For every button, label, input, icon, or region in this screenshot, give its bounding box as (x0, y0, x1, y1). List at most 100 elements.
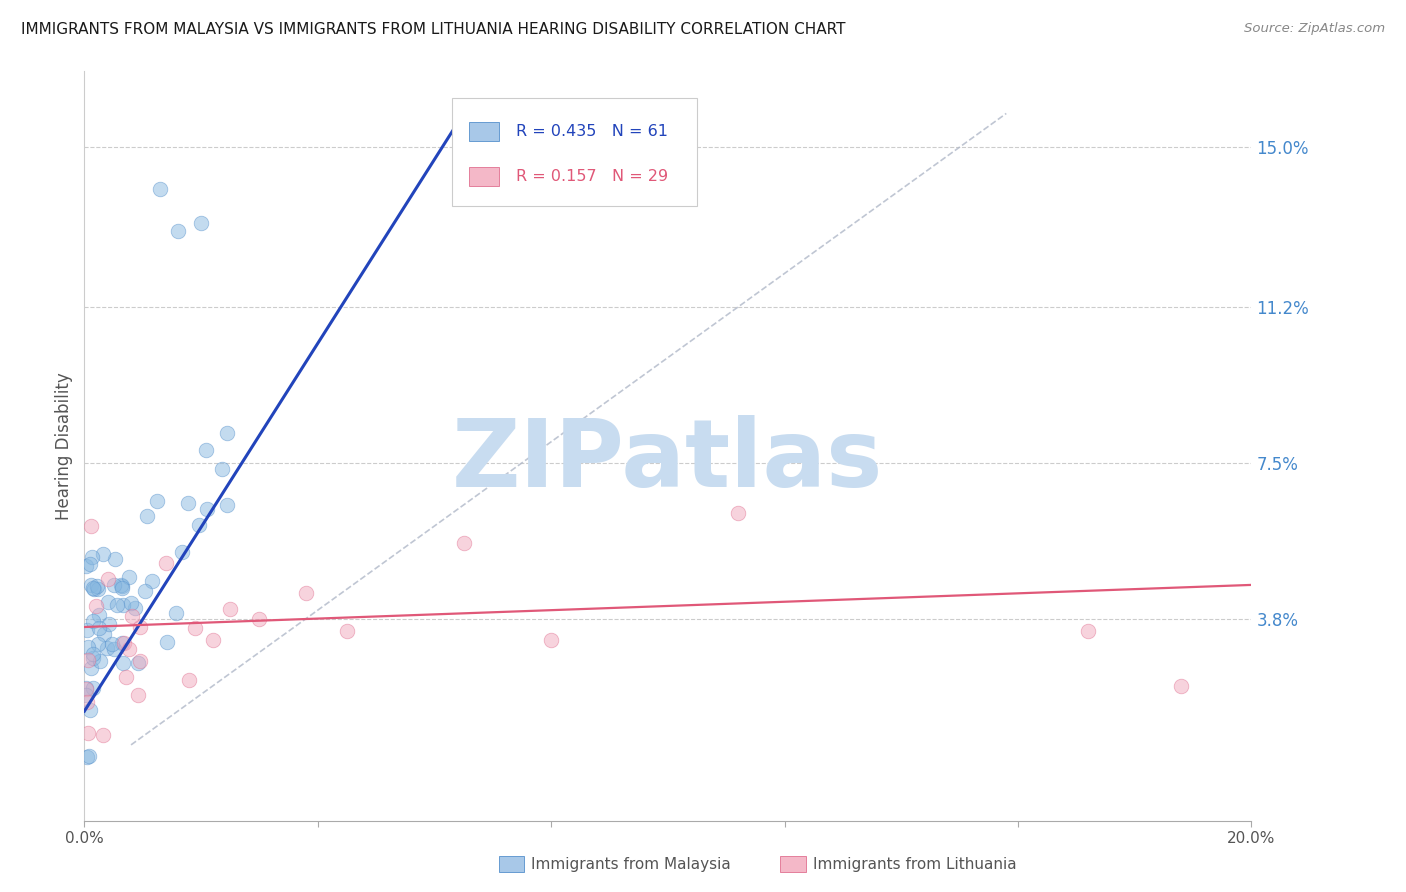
Text: R = 0.157   N = 29: R = 0.157 N = 29 (516, 169, 668, 184)
Point (89, 621, 111, 635)
Point (91, 728, 114, 742)
Point (104, 552, 127, 566)
Point (118, 569, 141, 583)
Point (177, 496, 200, 510)
Point (155, 635, 177, 649)
Point (82, 582, 104, 596)
Point (87, 637, 110, 651)
Point (75, 682, 97, 697)
Point (115, 670, 138, 684)
Point (136, 508, 159, 523)
Point (80, 519, 103, 533)
Point (89, 607, 111, 622)
Point (82, 647, 104, 661)
Point (295, 586, 318, 600)
Point (80, 549, 103, 564)
Point (82, 681, 104, 695)
Text: R = 0.435   N = 61: R = 0.435 N = 61 (516, 124, 668, 139)
Point (179, 673, 201, 687)
Point (101, 637, 124, 651)
Point (80, 661, 103, 675)
Point (134, 584, 156, 599)
Text: Immigrants from Malaysia: Immigrants from Malaysia (531, 857, 731, 871)
Point (128, 620, 150, 634)
Point (249, 611, 271, 625)
Point (727, 507, 749, 521)
Point (93, 626, 115, 640)
Point (79, 558, 101, 572)
Point (219, 601, 242, 615)
Point (1077, 624, 1099, 639)
Text: IMMIGRANTS FROM MALAYSIA VS IMMIGRANTS FROM LITHUANIA HEARING DISABILITY CORRELA: IMMIGRANTS FROM MALAYSIA VS IMMIGRANTS F… (21, 22, 845, 37)
Point (155, 557, 177, 571)
Point (103, 642, 125, 657)
Point (84, 599, 107, 613)
Point (111, 579, 134, 593)
Point (112, 636, 135, 650)
Point (187, 517, 209, 532)
Point (1170, 679, 1192, 693)
Point (75, 681, 97, 695)
Point (149, 182, 172, 196)
Point (211, 461, 233, 475)
Point (120, 596, 142, 610)
Point (336, 624, 359, 639)
Point (121, 609, 143, 624)
Point (201, 632, 224, 647)
Point (91, 547, 114, 561)
Point (76, 695, 98, 709)
Point (76, 750, 98, 764)
Point (87, 582, 110, 597)
Point (97, 572, 120, 586)
Point (217, 425, 239, 440)
Point (76, 624, 98, 638)
Point (77, 640, 100, 654)
Point (82, 651, 104, 665)
Point (146, 494, 169, 508)
Point (97, 595, 120, 609)
Point (215, 499, 238, 513)
Point (75, 688, 97, 702)
Point (111, 656, 134, 670)
Point (111, 598, 134, 612)
Point (190, 216, 212, 230)
Point (124, 601, 146, 615)
Point (172, 545, 194, 559)
Point (194, 442, 217, 457)
Point (77, 748, 100, 763)
FancyBboxPatch shape (451, 97, 697, 206)
Point (110, 581, 132, 595)
Point (453, 536, 475, 550)
Point (127, 657, 149, 671)
Text: ZIPatlas: ZIPatlas (453, 415, 883, 507)
Point (75, 558, 97, 573)
Point (166, 224, 188, 238)
Point (98, 616, 121, 631)
Point (141, 574, 163, 588)
Point (127, 688, 149, 702)
Point (129, 654, 152, 668)
Point (96, 641, 118, 656)
Point (110, 578, 132, 592)
Point (111, 636, 134, 650)
Point (89, 655, 111, 669)
Point (86, 579, 108, 593)
Point (540, 632, 562, 647)
FancyBboxPatch shape (470, 167, 499, 186)
Point (83, 582, 105, 596)
Point (165, 606, 187, 620)
Point (183, 621, 205, 635)
Point (79, 703, 101, 717)
FancyBboxPatch shape (470, 122, 499, 141)
Point (103, 578, 125, 592)
Point (77, 725, 100, 739)
Point (76, 653, 98, 667)
Y-axis label: Hearing Disability: Hearing Disability (55, 372, 73, 520)
Point (195, 502, 218, 516)
Text: Source: ZipAtlas.com: Source: ZipAtlas.com (1244, 22, 1385, 36)
Point (82, 614, 104, 628)
Point (105, 598, 128, 612)
Point (80, 578, 103, 592)
Text: Immigrants from Lithuania: Immigrants from Lithuania (813, 857, 1017, 871)
Point (118, 642, 141, 657)
